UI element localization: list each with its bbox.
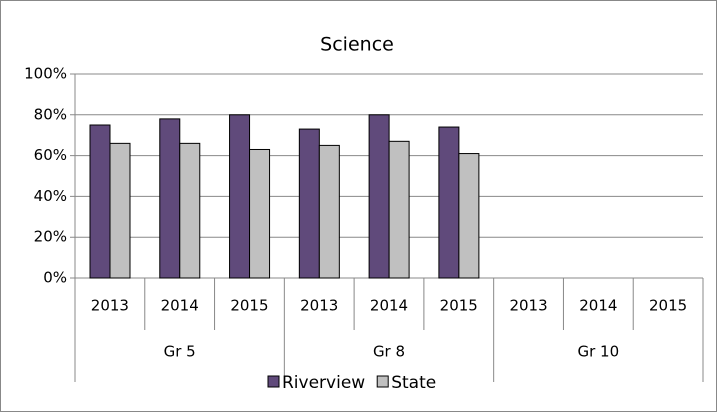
x-tick-label: 2013 [300, 297, 338, 315]
x-tick-label: 2014 [370, 297, 408, 315]
legend-label: Riverview [282, 373, 365, 393]
chart-title: Science [320, 34, 394, 56]
bar [109, 142, 131, 279]
legend-swatch [267, 375, 280, 388]
y-tick-label: 80% [34, 105, 67, 123]
x-tick-label: 2013 [509, 297, 547, 315]
y-tick-label: 100% [24, 65, 67, 83]
x-tick-label: 2015 [230, 297, 268, 315]
x-tick-label: 2014 [161, 297, 199, 315]
bar [388, 140, 410, 279]
group-label: Gr 8 [373, 343, 405, 361]
legend-swatch [376, 375, 389, 388]
bar [159, 118, 181, 279]
bar [89, 124, 111, 279]
group-label: Gr 10 [578, 343, 620, 361]
y-tick-label: 0% [43, 269, 67, 287]
bar [438, 126, 460, 279]
group-label: Gr 5 [164, 343, 196, 361]
x-tick-label: 2013 [91, 297, 129, 315]
x-tick-label: 2015 [649, 297, 687, 315]
y-tick-label: 20% [34, 228, 67, 246]
x-tick-label: 2015 [440, 297, 478, 315]
bar [229, 114, 251, 279]
bar [368, 114, 390, 279]
x-tick-label: 2014 [579, 297, 617, 315]
bar [458, 153, 480, 279]
bar [298, 128, 320, 279]
legend-label: State [391, 373, 436, 393]
y-tick-label: 40% [34, 187, 67, 205]
bar [249, 148, 271, 279]
bar [179, 142, 201, 279]
bar [318, 144, 340, 279]
y-tick-label: 60% [34, 146, 67, 164]
